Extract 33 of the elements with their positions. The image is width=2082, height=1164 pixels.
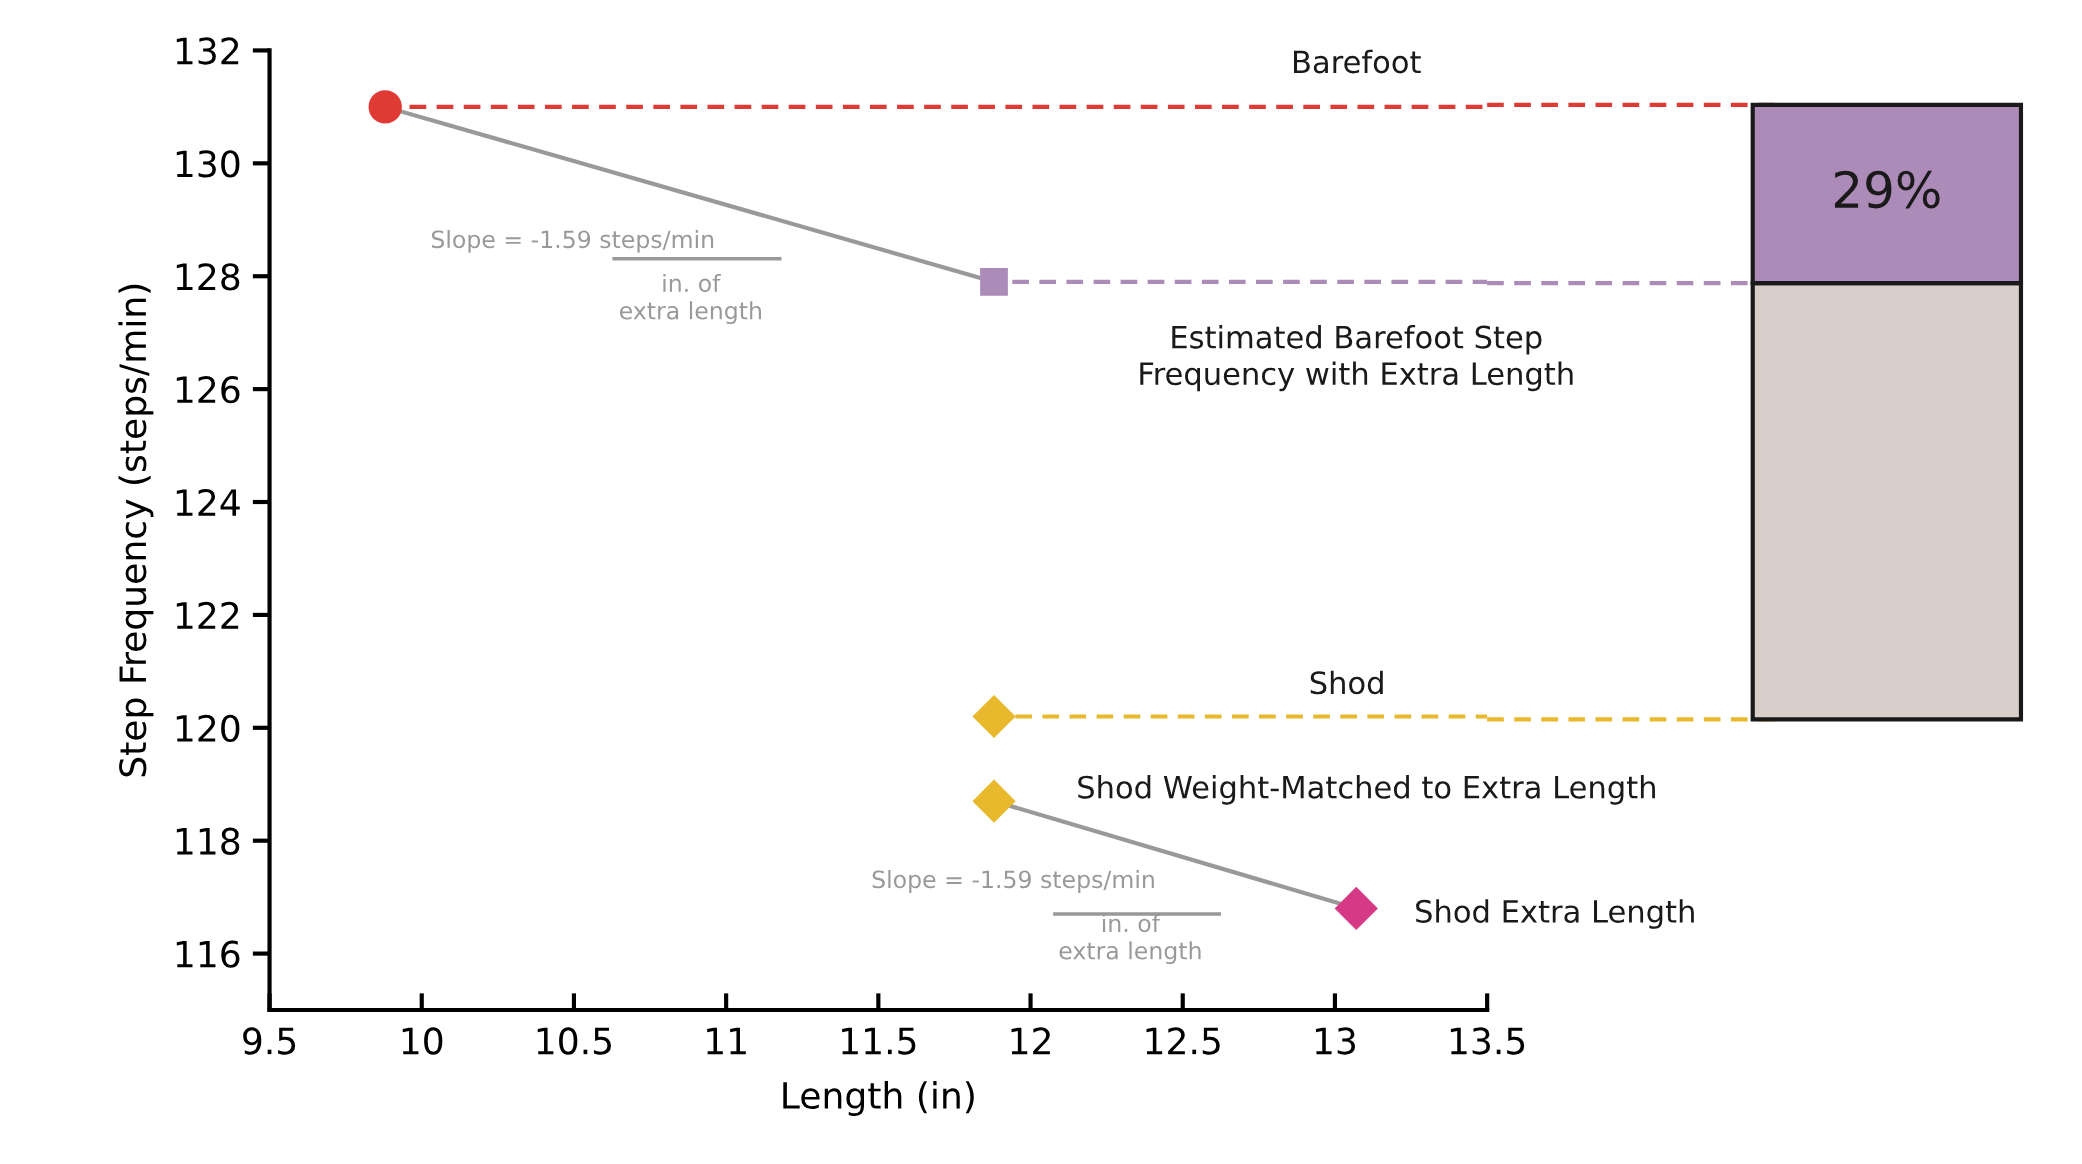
series-label: Barefoot (1294, 49, 1421, 74)
point (972, 694, 1016, 739)
point (972, 779, 1016, 823)
x-tick-label: 9.5 (243, 1027, 296, 1055)
y-tick-label: 126 (176, 376, 240, 404)
x-tick-label: 11.5 (842, 1027, 916, 1055)
y-tick-label: 130 (176, 150, 240, 178)
y-tick-label: 118 (176, 827, 240, 855)
y-tick-label: 128 (176, 263, 240, 291)
x-axis-title: Length (in) (783, 1081, 974, 1117)
x-tick-label: 13.5 (1450, 1027, 1525, 1055)
series-label: Shod (1310, 670, 1383, 695)
y-tick-label: 116 (176, 940, 240, 968)
text: Shod Weight-Matched to Extra Length (1078, 775, 1655, 805)
x-tick-label: 13 (1315, 1027, 1356, 1055)
data-label: 29% (1834, 170, 1940, 209)
series-label: Shod Extra Length (1416, 899, 1694, 929)
y-tick-label: 124 (176, 488, 240, 516)
point (368, 90, 402, 124)
point (980, 267, 1008, 296)
series-label: Estimated Barefoot Step Frequency with Extra Length (1140, 325, 1573, 392)
y-tick-label: 132 (176, 37, 239, 65)
y-axis-title: Step Frequency (steps/min) (118, 284, 154, 777)
annotation: Slope = -1.59 steps/min in. of extra length (872, 870, 1201, 965)
x-tick-label: 10 (402, 1027, 443, 1055)
annotation: Slope = -1.59 steps/min in. of extra length (431, 229, 761, 325)
y-tick-label: 120 (176, 714, 240, 743)
y-tick-label: 122 (176, 601, 239, 629)
x-tick-label: 12.5 (1146, 1027, 1220, 1055)
point (1334, 886, 1378, 931)
x-tick-label: 11 (707, 1027, 746, 1055)
x-tick-label: 10.5 (537, 1027, 611, 1055)
x-tick-label: 12 (1011, 1027, 1050, 1055)
